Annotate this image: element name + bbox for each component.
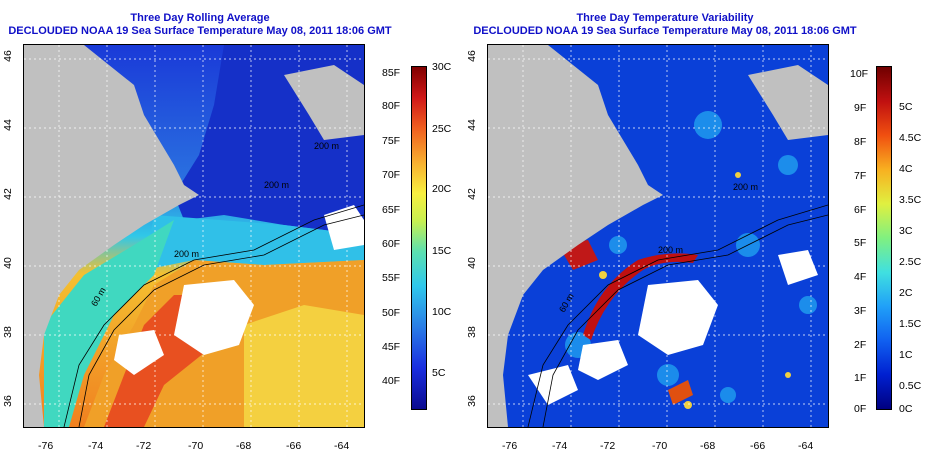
warm-eddy-field	[244, 305, 364, 427]
variability-colorbar	[876, 66, 892, 410]
colorbar-label-f: 60F	[382, 238, 401, 250]
left-title-line2: DECLOUDED NOAA 19 Sea Surface Temperatur…	[8, 25, 392, 37]
colorbar-label-c: 1.5C	[899, 318, 922, 330]
nova-scotia-land	[748, 65, 828, 140]
colorbar-label-c: 3C	[899, 225, 913, 237]
colorbar-label-f: 3F	[854, 305, 867, 317]
colorbar-label-c: 20C	[432, 183, 452, 195]
colorbar-label-f: 45F	[382, 341, 401, 353]
cloud-patch	[114, 330, 164, 375]
colorbar-label-f: 55F	[382, 272, 401, 284]
colorbar-label-c: 0.5C	[899, 380, 922, 392]
right-title-line2: DECLOUDED NOAA 19 Sea Surface Temperatur…	[473, 25, 857, 37]
sst-average-map: 200 m 200 m 200 m 60 m	[24, 45, 364, 427]
contour-60m	[78, 214, 364, 427]
contour-label: 200 m	[733, 182, 758, 192]
sst-variability-map: 200 m 200 m 60 m	[488, 45, 828, 427]
y-tick-label: 42	[465, 188, 478, 200]
left-map: 200 m 200 m 200 m 60 m	[23, 44, 365, 428]
left-title: Three Day Rolling Average DECLOUDED NOAA…	[0, 12, 400, 38]
y-tick-label: 46	[1, 50, 14, 62]
colorbar-label-c: 4C	[899, 163, 913, 175]
x-tick-label: -70	[188, 440, 204, 452]
colorbar-label-c: 3.5C	[899, 194, 922, 206]
colorbar-label-f: 5F	[854, 237, 867, 249]
y-tick-label: 36	[1, 395, 14, 407]
right-title: Three Day Temperature Variability DECLOU…	[465, 12, 865, 38]
right-title-line1: Three Day Temperature Variability	[576, 12, 754, 24]
colorbar-label-c: 2C	[899, 287, 913, 299]
slope-water	[144, 215, 364, 270]
colorbar-label-f: 4F	[854, 271, 867, 283]
contour-60m	[542, 214, 828, 427]
cloud-patch	[778, 250, 818, 285]
contour-label: 200 m	[658, 245, 683, 255]
x-tick-label: -76	[502, 440, 518, 452]
x-tick-label: -64	[334, 440, 350, 452]
right-map: 200 m 200 m 60 m	[487, 44, 829, 428]
colorbar-label-c: 5C	[432, 367, 446, 379]
y-tick-label: 44	[465, 119, 478, 131]
x-tick-label: -70	[652, 440, 668, 452]
contour-label: 200 m	[314, 141, 339, 151]
colorbar-label-f: 65F	[382, 204, 401, 216]
graticule	[488, 45, 828, 427]
y-tick-label: 38	[1, 326, 14, 338]
colorbar-label-c: 0C	[899, 403, 913, 415]
colorbar-label-c: 5C	[899, 101, 913, 113]
y-tick-label: 36	[465, 395, 478, 407]
colorbar-label-f: 1F	[854, 372, 867, 384]
colorbar-label-f: 40F	[382, 375, 401, 387]
x-tick-label: -72	[136, 440, 152, 452]
colorbar-label-c: 30C	[432, 61, 452, 73]
y-tick-label: 40	[465, 257, 478, 269]
colorbar-label-f: 7F	[854, 170, 867, 182]
y-tick-label: 46	[465, 50, 478, 62]
colorbar-label-c: 4.5C	[899, 132, 922, 144]
sst-colorbar	[411, 66, 427, 410]
colorbar-label-c: 1C	[899, 349, 913, 361]
y-tick-label: 40	[1, 257, 14, 269]
colorbar-label-f: 80F	[382, 100, 401, 112]
x-tick-label: -66	[750, 440, 766, 452]
x-tick-label: -72	[600, 440, 616, 452]
x-tick-label: -74	[552, 440, 568, 452]
colorbar-label-f: 6F	[854, 204, 867, 216]
colorbar-label-c: 2.5C	[899, 256, 922, 268]
front-band	[668, 380, 693, 405]
colorbar-label-f: 0F	[854, 403, 867, 415]
x-tick-label: -66	[286, 440, 302, 452]
cloud-patch	[324, 205, 364, 250]
x-tick-label: -74	[88, 440, 104, 452]
colorbar-label-f: 10F	[850, 68, 869, 80]
graticule	[24, 45, 364, 427]
contour-label: 200 m	[264, 180, 289, 190]
nova-scotia-land	[284, 65, 364, 140]
y-tick-label: 44	[1, 119, 14, 131]
colorbar-label-f: 85F	[382, 67, 401, 79]
colorbar-label-f: 2F	[854, 339, 867, 351]
x-tick-label: -76	[38, 440, 54, 452]
cloud-patch	[578, 340, 628, 380]
colorbar-label-c: 25C	[432, 123, 452, 135]
contour-200m	[63, 204, 364, 427]
y-tick-label: 42	[1, 188, 14, 200]
colorbar-label-f: 75F	[382, 135, 401, 147]
left-title-line1: Three Day Rolling Average	[130, 12, 270, 24]
x-tick-label: -68	[700, 440, 716, 452]
colorbar-label-f: 9F	[854, 102, 867, 114]
colorbar-label-f: 50F	[382, 307, 401, 319]
colorbar-label-f: 8F	[854, 136, 867, 148]
cloud-patch	[638, 280, 718, 355]
cloud-patch	[174, 280, 254, 355]
contour-200m	[527, 204, 828, 427]
x-tick-label: -68	[236, 440, 252, 452]
y-tick-label: 38	[465, 326, 478, 338]
colorbar-label-f: 70F	[382, 169, 401, 181]
colorbar-label-c: 15C	[432, 245, 452, 257]
colorbar-label-c: 10C	[432, 306, 452, 318]
high-variability-spots	[599, 172, 791, 409]
x-tick-label: -64	[798, 440, 814, 452]
contour-label: 200 m	[174, 249, 199, 259]
